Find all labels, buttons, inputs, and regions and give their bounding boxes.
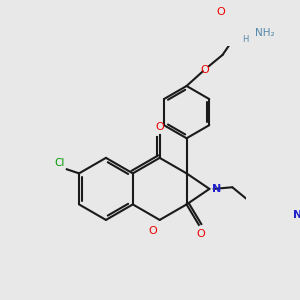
Text: N: N: [293, 210, 300, 220]
Text: H: H: [242, 35, 249, 44]
Text: O: O: [155, 122, 164, 132]
Text: NH₂: NH₂: [255, 28, 275, 38]
Text: Cl: Cl: [55, 158, 65, 169]
Text: O: O: [148, 226, 157, 236]
Text: O: O: [196, 229, 205, 239]
Text: O: O: [217, 8, 225, 17]
Text: N: N: [212, 184, 221, 194]
Text: O: O: [200, 64, 209, 75]
